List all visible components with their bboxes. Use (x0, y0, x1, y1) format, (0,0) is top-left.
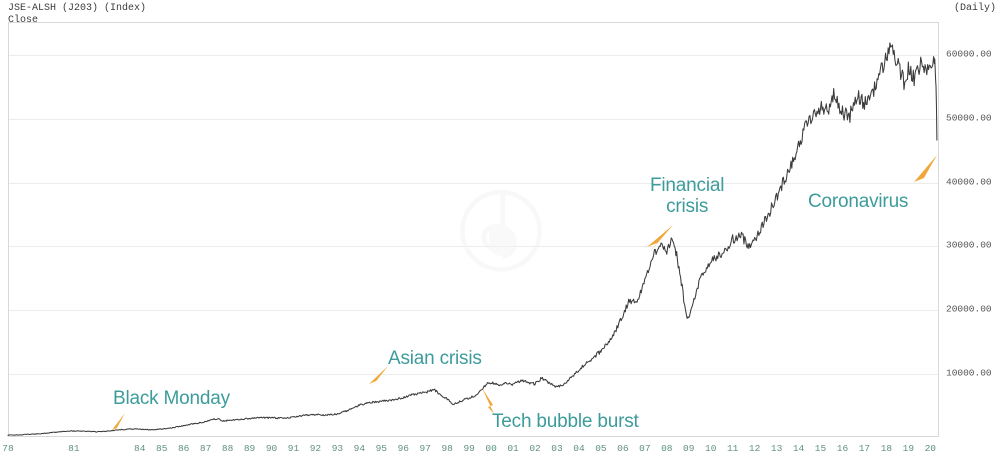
price-line (7, 42, 938, 436)
x-axis-tick-label: 18 (880, 443, 893, 454)
x-axis-tick-label: 98 (441, 443, 453, 454)
x-axis-tick-label: 11 (726, 443, 739, 454)
x-axis-tick-label: 16 (836, 443, 849, 454)
x-axis-tick-label: 03 (551, 443, 563, 454)
annotation-financial-crisis: Financial crisis (650, 175, 725, 217)
x-axis-tick-label: 01 (507, 443, 519, 454)
gridline (9, 182, 939, 184)
x-axis-tick-label: 97 (419, 443, 431, 454)
x-axis-tick-label: 94 (353, 443, 366, 454)
x-axis-tick-label: 14 (792, 443, 805, 454)
x-axis-tick-label: 81 (68, 443, 80, 454)
x-axis-tick-label: 15 (814, 443, 827, 454)
x-axis-tick-label: 07 (639, 443, 651, 454)
price-series (7, 42, 938, 436)
gridline (9, 310, 939, 312)
x-axis-tick-label: 93 (331, 443, 344, 454)
chart-title: JSE-ALSH (J203) (Index) (8, 3, 147, 14)
x-axis-tick-label: 06 (617, 443, 629, 454)
x-axis-tick-label: 91 (287, 443, 300, 454)
x-axis-tick-label: 78 (2, 443, 14, 454)
x-axis-tick-label: 04 (573, 443, 585, 454)
x-axis-tick-label: 10 (705, 443, 717, 454)
y-axis-tick-label: 40000.00 (946, 176, 992, 188)
y-axis-tick-label: 20000.00 (946, 303, 992, 315)
y-axis-tick-label: 60000.00 (946, 48, 992, 60)
x-axis-tick-label: 92 (309, 443, 322, 454)
x-axis-tick-label: 05 (595, 443, 607, 454)
x-axis-tick-label: 99 (463, 443, 475, 454)
annotation-coronavirus: Coronavirus (808, 191, 909, 212)
y-axis-tick-label: 30000.00 (946, 239, 992, 251)
x-axis-tick-label: 13 (770, 443, 783, 454)
x-axis-tick-label: 96 (397, 443, 409, 454)
x-axis-tick-label: 20 (924, 443, 937, 454)
x-axis-tick-label: 86 (177, 443, 190, 454)
x-axis-tick-label: 09 (683, 443, 695, 454)
x-axis-tick-label: 00 (485, 443, 497, 454)
x-axis-tick-label: 89 (243, 443, 256, 454)
gridline (9, 118, 939, 120)
x-axis-tick-label: 84 (134, 443, 146, 454)
x-axis-tick-label: 87 (199, 443, 212, 454)
x-axis-tick-label: 85 (156, 443, 168, 454)
annotation-tech-bubble: Tech bubble burst (492, 411, 639, 432)
x-axis-tick-label: 95 (375, 443, 388, 454)
gridline (9, 374, 939, 376)
x-axis-tick-label: 19 (902, 443, 915, 454)
y-axis-tick-label: 10000.00 (946, 367, 992, 379)
annotation-asian-crisis: Asian crisis (388, 348, 482, 369)
x-axis-tick-label: 88 (221, 443, 234, 454)
x-axis-tick-label: 17 (858, 443, 871, 454)
annotation-black-monday: Black Monday (113, 388, 230, 409)
chart-frequency-label: (Daily) (953, 3, 996, 14)
y-axis-tick-label: 50000.00 (946, 112, 992, 124)
x-axis-tick-label: 90 (265, 443, 278, 454)
chart-subtitle: Close (8, 15, 39, 26)
x-axis-tick-label: 08 (661, 443, 673, 454)
y-axis-line (938, 22, 939, 437)
x-axis-tick-label: 12 (748, 443, 761, 454)
gridline (9, 54, 939, 56)
x-axis-tick-label: 02 (529, 443, 541, 454)
